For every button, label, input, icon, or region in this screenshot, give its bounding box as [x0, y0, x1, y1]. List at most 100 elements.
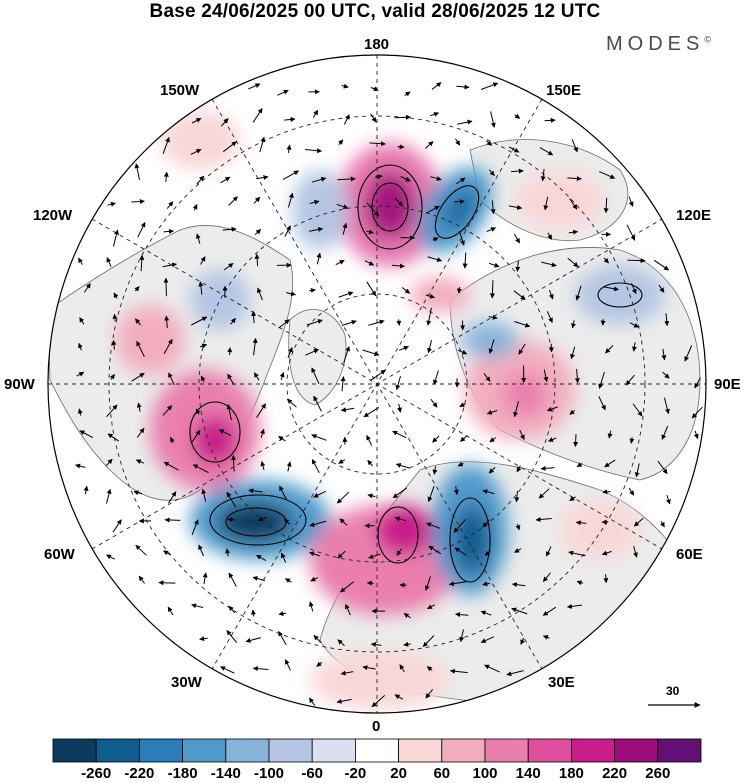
wind-vector — [574, 368, 580, 384]
wind-vector — [223, 262, 234, 271]
lon-label-30w: 30W — [171, 674, 202, 691]
wind-vector — [364, 260, 375, 266]
wind-vector — [425, 688, 434, 699]
wind-vector — [113, 292, 119, 299]
wind-vector — [569, 409, 576, 415]
wind-vector — [278, 319, 290, 329]
wind-vector — [192, 204, 198, 211]
wind-vector — [308, 601, 314, 612]
wind-vector — [542, 572, 551, 582]
lon-label-150w: 150W — [160, 82, 200, 99]
wind-vector — [546, 406, 558, 412]
wind-vector — [341, 83, 349, 89]
wind-vector — [226, 491, 237, 508]
wind-vector — [453, 519, 466, 533]
wind-vector — [284, 225, 291, 237]
wind-vector — [251, 609, 256, 617]
wind-vector — [78, 257, 83, 265]
wind-vector — [693, 430, 699, 440]
wind-vector — [162, 262, 177, 268]
wind-vector — [658, 284, 665, 293]
wind-vector — [427, 256, 443, 262]
wind-vector — [226, 630, 238, 643]
wind-vector — [657, 460, 668, 475]
wind-vector — [112, 229, 119, 247]
wind-vector — [569, 198, 578, 210]
wind-vector — [424, 576, 431, 591]
wind-vector — [195, 408, 201, 415]
wind-vector — [260, 428, 265, 438]
wind-vector — [305, 349, 319, 356]
wind-vector — [482, 489, 495, 495]
wind-vector — [369, 141, 386, 147]
wind-vector — [514, 113, 521, 119]
wind-vector — [311, 176, 327, 183]
wind-vector — [134, 163, 140, 180]
colorbar-label: -20 — [344, 765, 367, 782]
wind-vector — [362, 665, 376, 671]
wind-vector — [78, 342, 83, 351]
wind-vector — [345, 603, 351, 616]
wind-vector — [337, 550, 346, 559]
wind-vector — [190, 429, 201, 444]
wind-vector — [218, 429, 232, 437]
wind-vector — [313, 635, 322, 643]
wind-vector — [112, 519, 122, 533]
wind-vector — [311, 458, 320, 474]
wind-vector — [457, 119, 473, 125]
lon-label-150e: 150E — [546, 82, 582, 99]
wind-vector — [170, 436, 175, 444]
wind-vector — [164, 315, 170, 329]
wind-vector — [343, 346, 351, 363]
lon-label-60w: 60W — [44, 546, 75, 563]
wind-vector — [403, 641, 411, 647]
wind-vector — [313, 490, 326, 498]
wind-vector — [134, 286, 140, 292]
wind-vector — [167, 606, 174, 616]
wind-vector — [285, 291, 296, 297]
wind-vector — [135, 318, 141, 326]
wind-vector — [279, 372, 285, 380]
wind-vector — [133, 490, 143, 496]
wind-vector — [604, 459, 616, 468]
wind-vector — [337, 176, 356, 182]
wind-vector — [338, 458, 346, 464]
wind-vector — [201, 488, 207, 502]
wind-vector — [222, 226, 237, 232]
wind-vector — [254, 253, 260, 267]
wind-vector — [253, 196, 261, 204]
wind-vector — [308, 697, 316, 706]
wind-vector — [196, 175, 205, 185]
wind-vector — [518, 343, 526, 355]
colorbar-label: -60 — [301, 765, 324, 782]
colorbar-label: 180 — [558, 765, 584, 782]
wind-vector — [316, 252, 322, 265]
wind-vector — [391, 263, 405, 269]
wind-vector — [79, 430, 94, 439]
wind-vector — [396, 548, 402, 556]
wind-vector — [515, 260, 521, 272]
wind-vector — [338, 291, 354, 298]
wind-vector — [691, 406, 703, 419]
wind-vector — [426, 205, 440, 214]
wind-vector — [571, 320, 576, 329]
wind-vector — [427, 486, 435, 503]
wind-vector — [316, 661, 323, 667]
colorbar-swatch — [52, 738, 97, 763]
wind-vector — [192, 464, 209, 474]
wind-vector — [455, 138, 461, 146]
wind-vector — [394, 694, 404, 700]
wind-vector — [514, 490, 520, 503]
wind-vector — [309, 227, 324, 232]
wind-vector — [336, 491, 350, 504]
wind-vector — [432, 435, 440, 443]
wind-vector — [544, 117, 556, 123]
wind-vector — [448, 581, 467, 587]
wind-vector — [511, 582, 526, 588]
colorbar-label: 60 — [433, 765, 451, 782]
wind-vector — [131, 372, 145, 382]
wind-vector — [626, 224, 636, 241]
wind-vector — [694, 377, 701, 389]
wind-vector — [282, 170, 300, 180]
wind-vector — [342, 222, 348, 235]
